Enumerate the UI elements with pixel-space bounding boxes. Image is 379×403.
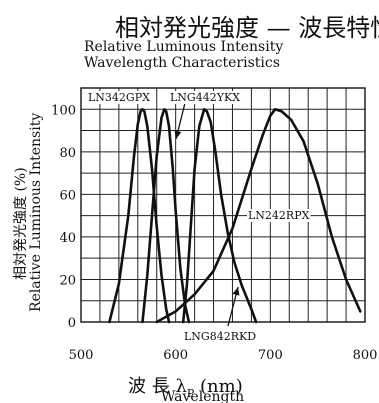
y-tick-label: 80 [59, 146, 76, 161]
x-axis-title-jp-text: 波 長 [128, 376, 170, 397]
series-line-ln342gpx [108, 108, 171, 324]
curves [108, 108, 362, 324]
series-label-ln342gpx: LN342GPX [88, 91, 150, 104]
x-axis-unit: (nm) [200, 376, 243, 397]
ticks: 0 20 40 60 80 100 500 600 700 800 [51, 103, 377, 363]
x-tick-label: 700 [258, 348, 283, 363]
x-axis-title-jp: 波 長 λP (nm) [128, 372, 243, 400]
x-axis-title-en: Wavelength [161, 389, 245, 403]
label-background [87, 91, 152, 104]
x-tick-label: 500 [69, 348, 94, 363]
label-background [169, 91, 242, 104]
x-tick-label: 600 [163, 348, 188, 363]
label-background [247, 209, 311, 222]
chart-title-en-line2: Wavelength Characteristics [84, 55, 280, 71]
plot-frame [80, 87, 366, 323]
series-line-ln242rpx [155, 108, 362, 324]
lambda-symbol: λ [175, 376, 187, 397]
annotations: LN342GPX LNG442YKX LNG842RKD LN242RPX [87, 91, 311, 343]
series-label-lng842rkd: LNG842RKD [184, 330, 256, 343]
arrow-head [232, 287, 240, 296]
y-tick-label: 60 [59, 188, 76, 203]
series-label-ln242rpx: LN242RPX [248, 209, 310, 222]
y-tick-label: 40 [59, 231, 76, 246]
y-tick-label: 20 [59, 273, 76, 288]
chart-title-jp: 相対発光強度 — 波長特性 [115, 14, 379, 42]
y-tick-label: 100 [51, 103, 76, 118]
chart-title-en-line1: Relative Luminous Intensity [84, 39, 284, 55]
arrow-head [174, 130, 182, 139]
x-tick-label: 800 [353, 348, 378, 363]
series-line-lng442ykx [141, 108, 191, 324]
series-line-lng842rkd [181, 108, 258, 324]
label-background [183, 330, 258, 343]
lambda-subscript: P [186, 387, 195, 400]
grid [80, 87, 366, 323]
series-label-lng442ykx: LNG442YKX [170, 91, 240, 104]
y-tick-label: 0 [68, 316, 76, 331]
